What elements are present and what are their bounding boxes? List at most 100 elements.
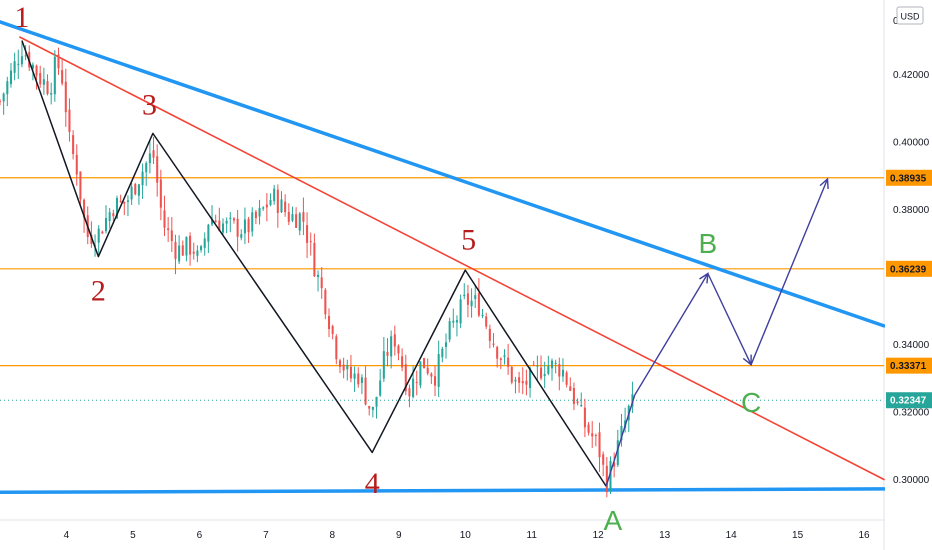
time-tick-label: 4 xyxy=(64,530,70,541)
candle-body xyxy=(178,245,181,262)
candle-body xyxy=(423,358,426,369)
candle-body xyxy=(214,220,217,223)
candle-body xyxy=(393,334,396,347)
wave-label-1: 1 xyxy=(14,1,29,34)
candle-body xyxy=(605,465,608,493)
candle-body xyxy=(269,200,272,205)
candle-body xyxy=(141,171,144,186)
candle-body xyxy=(287,211,290,222)
candle-body xyxy=(401,356,404,368)
candle-body xyxy=(492,343,495,345)
candlesticks xyxy=(0,41,634,498)
candle-body xyxy=(203,238,206,248)
candle-body xyxy=(408,388,411,397)
candle-body xyxy=(17,63,20,65)
currency-button[interactable]: USD xyxy=(896,6,924,25)
candle-body xyxy=(430,373,433,377)
candle-body xyxy=(130,186,133,200)
candle-body xyxy=(148,153,151,164)
candle-body xyxy=(72,135,75,155)
candle-body xyxy=(525,380,528,385)
impulse-wave-line xyxy=(21,40,607,487)
candle-body xyxy=(415,381,418,383)
candle-body xyxy=(433,376,437,386)
candle-body xyxy=(9,70,12,85)
horizontal-levels xyxy=(0,177,884,401)
candle-body xyxy=(620,426,623,441)
candle-body xyxy=(477,293,480,316)
wave-label-4: 4 xyxy=(365,467,380,500)
candle-body xyxy=(101,231,104,234)
price-axis[interactable]: 0.42000 0.40000 0.38000 0.34000 0.32000 0.300… xyxy=(885,0,932,550)
level-price-tag-label: 0.36239 xyxy=(890,264,927,275)
candle-body xyxy=(20,56,23,65)
wave-path xyxy=(21,40,607,487)
candle-body xyxy=(210,218,214,225)
candle-body xyxy=(481,314,484,316)
candle-body xyxy=(390,336,393,357)
candle-body xyxy=(368,405,371,409)
candle-body xyxy=(236,218,239,237)
candle-body xyxy=(254,211,257,219)
candle-body xyxy=(137,184,140,196)
candle-body xyxy=(302,212,305,222)
candle-body xyxy=(598,432,601,458)
wave-label-2: 2 xyxy=(91,274,106,307)
candle-body xyxy=(24,55,27,57)
candle-body xyxy=(200,246,203,251)
time-tick-label: 14 xyxy=(726,530,738,541)
price-tick-label: 0.38000 xyxy=(893,205,930,216)
candle-body xyxy=(521,381,524,384)
candle-body xyxy=(181,245,184,256)
candle-body xyxy=(459,299,462,324)
price-tick-label: 0.42000 xyxy=(893,70,930,81)
candle-body xyxy=(572,387,575,405)
candle-body xyxy=(280,199,283,213)
candle-body xyxy=(375,396,378,407)
time-tick-label: 13 xyxy=(659,530,671,541)
candle-body xyxy=(174,241,177,260)
time-tick-label: 5 xyxy=(130,530,136,541)
wave-label-3: 3 xyxy=(142,89,157,122)
candle-body xyxy=(554,362,557,364)
candle-body xyxy=(331,326,334,334)
candle-body xyxy=(97,228,100,243)
wave-labels: 1 2 3 4 5 A B C xyxy=(14,1,761,536)
trendline-red-descending xyxy=(19,36,885,481)
candle-body xyxy=(371,406,374,410)
trendlines xyxy=(0,20,886,495)
candle-body xyxy=(262,207,265,209)
level-price-tag-label: 0.38935 xyxy=(890,173,927,184)
candle-body xyxy=(156,156,159,183)
projection-segment xyxy=(605,394,636,487)
candle-body xyxy=(419,361,422,386)
candle-body xyxy=(167,228,170,231)
candle-body xyxy=(170,230,173,242)
candle-body xyxy=(196,250,199,256)
candle-body xyxy=(251,212,254,232)
time-tick-label: 16 xyxy=(858,530,870,541)
candle-body xyxy=(499,358,502,360)
candle-body xyxy=(39,72,42,85)
candle-body xyxy=(441,348,444,358)
time-tick-label: 12 xyxy=(593,530,605,541)
time-axis[interactable]: 4 5 6 7 8 9 10 11 12 13 14 15 16 xyxy=(64,530,870,541)
candle-body xyxy=(616,440,619,466)
candle-body xyxy=(474,295,477,300)
candle-body xyxy=(83,199,86,218)
candle-body xyxy=(609,460,612,492)
candle-body xyxy=(123,201,126,204)
candle-body xyxy=(455,320,458,323)
candle-body xyxy=(42,79,45,85)
time-tick-label: 6 xyxy=(197,530,203,541)
level-price-tag-label: 0.33371 xyxy=(890,361,927,372)
candle-body xyxy=(218,220,221,231)
candle-body xyxy=(576,401,579,404)
candle-body xyxy=(510,366,513,383)
candle-body xyxy=(64,81,67,113)
candle-body xyxy=(90,235,93,244)
candle-body xyxy=(485,316,488,327)
candle-body xyxy=(240,234,243,238)
candle-body xyxy=(221,223,225,233)
